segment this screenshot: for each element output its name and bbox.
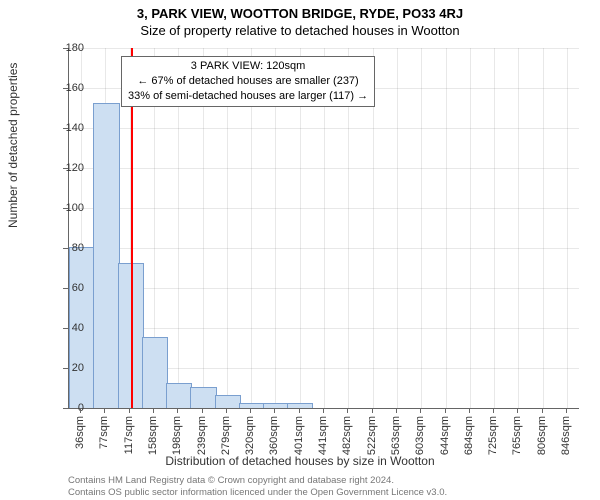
gridline-v xyxy=(567,48,568,408)
y-tick-mark xyxy=(63,408,68,409)
x-tick-label: 765sqm xyxy=(511,416,523,455)
x-tick-label: 522sqm xyxy=(366,416,378,455)
histogram-bar xyxy=(287,403,313,408)
x-tick-mark xyxy=(299,408,300,413)
gridline-v xyxy=(397,48,398,408)
x-tick-mark xyxy=(226,408,227,413)
x-tick-mark xyxy=(347,408,348,413)
x-tick-label: 482sqm xyxy=(341,416,353,455)
x-tick-mark xyxy=(445,408,446,413)
y-tick-mark xyxy=(63,88,68,89)
x-tick-mark xyxy=(396,408,397,413)
histogram-bar xyxy=(215,395,241,408)
histogram-bar xyxy=(166,383,192,408)
x-tick-mark xyxy=(542,408,543,413)
x-tick-mark xyxy=(177,408,178,413)
x-tick-mark xyxy=(372,408,373,413)
y-tick-mark xyxy=(63,288,68,289)
gridline-v xyxy=(518,48,519,408)
y-tick-mark xyxy=(63,368,68,369)
x-tick-mark xyxy=(80,408,81,413)
gridline-v xyxy=(446,48,447,408)
histogram-bar xyxy=(263,403,290,408)
gridline-v xyxy=(494,48,495,408)
annotation-box: 3 PARK VIEW: 120sqm← 67% of detached hou… xyxy=(121,56,375,107)
x-tick-label: 644sqm xyxy=(439,416,451,455)
x-tick-label: 846sqm xyxy=(560,416,572,455)
footer-line-1: Contains HM Land Registry data © Crown c… xyxy=(68,475,447,486)
x-tick-mark xyxy=(517,408,518,413)
x-tick-mark xyxy=(202,408,203,413)
y-tick-mark xyxy=(63,248,68,249)
x-tick-label: 158sqm xyxy=(147,416,159,455)
chart-container: 3, PARK VIEW, WOOTTON BRIDGE, RYDE, PO33… xyxy=(0,0,600,500)
gridline-v xyxy=(543,48,544,408)
x-tick-label: 684sqm xyxy=(463,416,475,455)
histogram-bar xyxy=(239,403,265,408)
x-tick-label: 239sqm xyxy=(196,416,208,455)
gridline-h xyxy=(69,408,579,409)
x-tick-label: 279sqm xyxy=(220,416,232,455)
histogram-bar xyxy=(190,387,217,408)
y-tick-mark xyxy=(63,328,68,329)
x-tick-label: 36sqm xyxy=(74,416,86,449)
chart-title-1: 3, PARK VIEW, WOOTTON BRIDGE, RYDE, PO33… xyxy=(0,0,600,21)
y-tick-mark xyxy=(63,48,68,49)
x-tick-mark xyxy=(153,408,154,413)
x-tick-label: 563sqm xyxy=(390,416,402,455)
annotation-line: ← 67% of detached houses are smaller (23… xyxy=(128,74,368,89)
plot-area: 3 PARK VIEW: 120sqm← 67% of detached hou… xyxy=(68,48,579,409)
x-tick-mark xyxy=(274,408,275,413)
x-tick-mark xyxy=(323,408,324,413)
x-tick-label: 603sqm xyxy=(414,416,426,455)
x-tick-label: 401sqm xyxy=(293,416,305,455)
x-tick-label: 360sqm xyxy=(268,416,280,455)
footer-line-2: Contains OS public sector information li… xyxy=(68,487,447,498)
x-tick-label: 117sqm xyxy=(123,416,135,454)
histogram-bar xyxy=(93,103,120,408)
x-tick-label: 806sqm xyxy=(536,416,548,455)
annotation-line: 3 PARK VIEW: 120sqm xyxy=(128,59,368,74)
x-tick-label: 77sqm xyxy=(98,416,110,449)
x-tick-mark xyxy=(493,408,494,413)
y-tick-mark xyxy=(63,208,68,209)
gridline-v xyxy=(421,48,422,408)
x-tick-mark xyxy=(129,408,130,413)
x-tick-label: 441sqm xyxy=(317,416,329,455)
x-tick-mark xyxy=(566,408,567,413)
annotation-line: 33% of semi-detached houses are larger (… xyxy=(128,89,368,104)
x-tick-label: 725sqm xyxy=(487,416,499,455)
y-tick-mark xyxy=(63,128,68,129)
y-axis-label: Number of detached properties xyxy=(6,63,20,228)
x-axis-label: Distribution of detached houses by size … xyxy=(0,454,600,468)
gridline-v xyxy=(470,48,471,408)
histogram-bar xyxy=(142,337,169,408)
x-tick-mark xyxy=(420,408,421,413)
y-tick-mark xyxy=(63,168,68,169)
footer-attribution: Contains HM Land Registry data © Crown c… xyxy=(68,475,447,498)
x-tick-mark xyxy=(250,408,251,413)
x-tick-label: 320sqm xyxy=(244,416,256,455)
chart-title-2: Size of property relative to detached ho… xyxy=(0,21,600,38)
x-tick-label: 198sqm xyxy=(171,416,183,455)
x-tick-mark xyxy=(104,408,105,413)
x-tick-mark xyxy=(469,408,470,413)
